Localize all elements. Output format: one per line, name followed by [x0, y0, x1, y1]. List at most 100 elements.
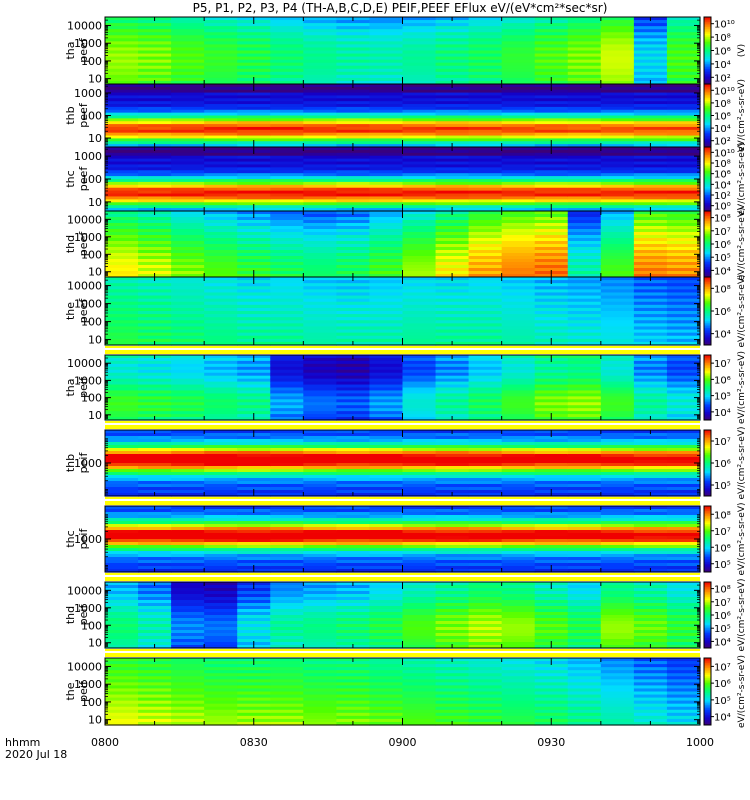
heatmap-cell [204, 594, 238, 598]
heatmap-cell [501, 196, 536, 200]
heatmap-cell [666, 417, 701, 421]
heatmap-cell [468, 460, 503, 464]
heatmap-cell [633, 149, 668, 154]
heatmap-cell [105, 126, 139, 131]
colorbar-segment [704, 20, 711, 23]
colorbar-segment [704, 389, 711, 392]
heatmap-cell [270, 56, 304, 61]
heatmap-cell [666, 399, 701, 403]
heatmap-cell [633, 481, 668, 485]
heatmap-cell [138, 408, 172, 412]
heatmap-cell [567, 326, 602, 331]
heatmap-cell [633, 524, 668, 528]
heatmap-cell [237, 676, 271, 680]
heatmap-cell [435, 115, 470, 119]
heatmap-cell [633, 706, 668, 711]
heatmap-cell [600, 469, 635, 473]
heatmap-cell [105, 539, 139, 543]
heatmap-cell [402, 158, 437, 163]
heatmap-cell [633, 109, 668, 114]
heatmap-cell [138, 682, 172, 687]
heatmap-cell [336, 338, 371, 343]
heatmap-cell [270, 481, 304, 485]
heatmap-cell [369, 721, 404, 726]
heatmap-cell [204, 472, 238, 476]
heatmap-cell [336, 329, 371, 334]
colorbar-frame [703, 505, 712, 573]
heatmap-cell [468, 697, 503, 702]
heatmap-cell [336, 478, 371, 482]
heatmap-cell [567, 298, 602, 303]
heatmap-cell [567, 208, 602, 212]
heatmap-cell [138, 512, 172, 516]
heatmap-cell [435, 314, 470, 318]
heatmap-cell [501, 341, 536, 346]
heatmap-cell [303, 630, 337, 634]
heatmap-cell [237, 223, 271, 227]
heatmap-cell [237, 530, 271, 534]
heatmap-cell [468, 250, 503, 254]
heatmap-cell [501, 89, 536, 94]
heatmap-cell [501, 633, 536, 637]
heatmap-cell [270, 375, 304, 380]
heatmap-cell [237, 381, 271, 386]
heatmap-cell [204, 366, 238, 371]
heatmap-cell [171, 545, 205, 549]
heatmap-cell [303, 193, 337, 198]
heatmap-cell [105, 44, 139, 49]
colorbar-segment [704, 431, 711, 434]
heatmap-cell [138, 41, 172, 46]
heatmap-cell [138, 360, 172, 365]
heatmap-cell [138, 112, 172, 117]
heatmap-cell [666, 569, 701, 573]
heatmap-cell [303, 694, 337, 699]
heatmap-cell [105, 414, 139, 418]
heatmap-cell [237, 199, 271, 203]
heatmap-cell [105, 250, 139, 254]
heatmap-cell [567, 679, 602, 683]
colorbar-segment [704, 582, 711, 585]
heatmap-cell [369, 557, 404, 561]
heatmap-cell [369, 490, 404, 494]
heatmap-cell [600, 384, 635, 389]
heatmap-cell [534, 320, 569, 324]
heatmap-cell [567, 84, 602, 88]
heatmap-cell [402, 366, 437, 371]
heatmap-cell [237, 694, 271, 699]
heatmap-cell [303, 591, 337, 595]
colorbar-segment [704, 110, 711, 113]
heatmap-cell [600, 214, 635, 218]
heatmap-cell [468, 229, 503, 233]
heatmap-cell [237, 402, 271, 406]
heatmap-cell [171, 196, 205, 200]
heatmap-cell [369, 141, 404, 145]
colorbar-segment [704, 179, 711, 182]
heatmap-cell [138, 709, 172, 714]
heatmap-cell [600, 341, 635, 346]
heatmap-cell [402, 639, 437, 643]
heatmap-cell [204, 329, 238, 334]
heatmap-cell [435, 38, 470, 42]
heatmap-cell [237, 179, 271, 183]
heatmap-cell [468, 709, 503, 714]
heatmap-cell [369, 181, 404, 186]
heatmap-cell [303, 179, 337, 183]
heatmap-cell [303, 594, 337, 598]
colorbar-segment [704, 115, 711, 118]
heatmap-cell [171, 250, 205, 254]
heatmap-cell [336, 688, 371, 693]
heatmap-cell [633, 396, 668, 400]
heatmap-cell [105, 118, 139, 122]
heatmap-cell [567, 560, 602, 564]
colorbar-segment [704, 356, 711, 359]
heatmap-cell [435, 86, 470, 91]
heatmap-cell [501, 38, 536, 42]
heatmap-cell [402, 615, 437, 619]
heatmap-cell [204, 417, 238, 421]
heatmap-cell [270, 454, 304, 458]
heatmap-cell [468, 466, 503, 470]
heatmap-cell [501, 691, 536, 696]
heatmap-cell [534, 591, 569, 595]
heatmap-cell [171, 369, 205, 374]
